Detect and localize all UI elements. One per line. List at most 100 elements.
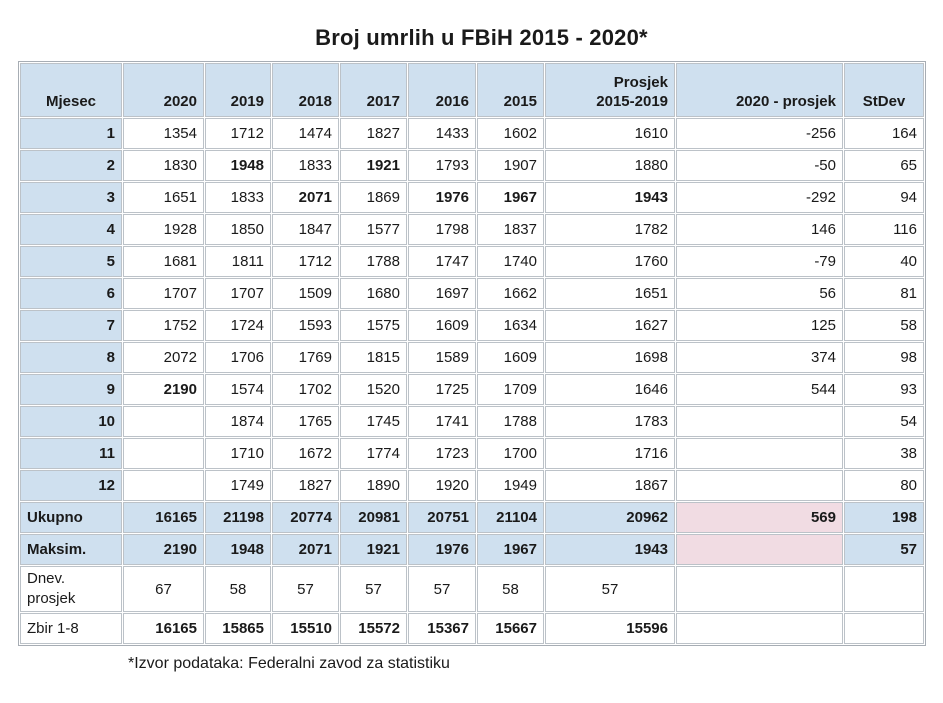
table-row-11: 11 1710 1672 1774 1723 1700 1716 38 (20, 438, 924, 469)
cell-2020-prosjek-ukupno: 569 (676, 502, 843, 533)
cell-2020-prosjek-2: -50 (676, 150, 843, 181)
table-row-7: 7 1752 1724 1593 1575 1609 1634 1627 125 58 (20, 310, 924, 341)
table-row-3: 3 1651 1833 2071 1869 1976 1967 1943 -292 94 (20, 182, 924, 213)
cell-2019-ukupno: 21198 (205, 502, 271, 533)
col-header-2015: 2015 (477, 63, 544, 117)
cell-2019-9: 1574 (205, 374, 271, 405)
cell-2020-10 (123, 406, 204, 437)
cell-2018-maksim: 2071 (272, 534, 339, 565)
col-header-mjesec: Mjesec (20, 63, 122, 117)
cell-stdev-8: 98 (844, 342, 924, 373)
row-label: 3 (20, 182, 122, 213)
cell-2017-zbir-1-8: 15572 (340, 613, 407, 644)
row-label: 11 (20, 438, 122, 469)
cell-2020-prosjek-6: 56 (676, 278, 843, 309)
row-label: Dnev. prosjek (20, 566, 122, 612)
cell-2017-3: 1869 (340, 182, 407, 213)
table-row-9: 9 2190 1574 1702 1520 1725 1709 1646 544 93 (20, 374, 924, 405)
cell-2016-dnev-prosjek: 57 (408, 566, 476, 612)
cell-stdev-4: 116 (844, 214, 924, 245)
cell-stdev-11: 38 (844, 438, 924, 469)
cell-prosjek-2015-2019-zbir-1-8: 15596 (545, 613, 675, 644)
cell-stdev-9: 93 (844, 374, 924, 405)
row-label: 5 (20, 246, 122, 277)
cell-2019-7: 1724 (205, 310, 271, 341)
cell-2018-1: 1474 (272, 118, 339, 149)
cell-2017-10: 1745 (340, 406, 407, 437)
table-row-1: 1 1354 1712 1474 1827 1433 1602 1610 -256 164 (20, 118, 924, 149)
col-header-2018: 2018 (272, 63, 339, 117)
cell-2015-1: 1602 (477, 118, 544, 149)
cell-2015-7: 1634 (477, 310, 544, 341)
table-body: 1 1354 1712 1474 1827 1433 1602 1610 -256 164 2 183… (20, 118, 924, 644)
cell-stdev-3: 94 (844, 182, 924, 213)
cell-prosjek-2015-2019-dnev-prosjek: 57 (545, 566, 675, 612)
cell-2019-3: 1833 (205, 182, 271, 213)
cell-2015-2: 1907 (477, 150, 544, 181)
cell-2017-9: 1520 (340, 374, 407, 405)
source-footnote: *Izvor podataka: Federalni zavod za stat… (128, 655, 450, 672)
cell-prosjek-2015-2019-3: 1943 (545, 182, 675, 213)
cell-2019-12: 1749 (205, 470, 271, 501)
cell-2018-12: 1827 (272, 470, 339, 501)
cell-2015-4: 1837 (477, 214, 544, 245)
cell-stdev-dnev-prosjek (844, 566, 924, 612)
cell-2016-2: 1793 (408, 150, 476, 181)
cell-2017-maksim: 1921 (340, 534, 407, 565)
cell-2020-prosjek-dnev-prosjek (676, 566, 843, 612)
cell-2017-dnev-prosjek: 57 (340, 566, 407, 612)
cell-2019-5: 1811 (205, 246, 271, 277)
row-label: Zbir 1-8 (20, 613, 122, 644)
page-title: Broj umrlih u FBiH 2015 - 2020* (315, 25, 648, 50)
cell-prosjek-2015-2019-9: 1646 (545, 374, 675, 405)
cell-2019-1: 1712 (205, 118, 271, 149)
cell-2020-3: 1651 (123, 182, 204, 213)
cell-2018-10: 1765 (272, 406, 339, 437)
cell-stdev-10: 54 (844, 406, 924, 437)
cell-2019-6: 1707 (205, 278, 271, 309)
col-header-stdev: StDev (844, 63, 924, 117)
cell-2016-10: 1741 (408, 406, 476, 437)
cell-2016-9: 1725 (408, 374, 476, 405)
cell-2020-1: 1354 (123, 118, 204, 149)
col-header-2020-prosjek: 2020 - prosjek (676, 63, 843, 117)
cell-2018-zbir-1-8: 15510 (272, 613, 339, 644)
cell-2017-2: 1921 (340, 150, 407, 181)
cell-2015-5: 1740 (477, 246, 544, 277)
cell-2020-prosjek-3: -292 (676, 182, 843, 213)
row-label: Maksim. (20, 534, 122, 565)
cell-prosjek-2015-2019-8: 1698 (545, 342, 675, 373)
cell-2020-prosjek-12 (676, 470, 843, 501)
row-label: 9 (20, 374, 122, 405)
cell-2016-8: 1589 (408, 342, 476, 373)
cell-2019-10: 1874 (205, 406, 271, 437)
cell-2019-zbir-1-8: 15865 (205, 613, 271, 644)
cell-2017-1: 1827 (340, 118, 407, 149)
cell-prosjek-2015-2019-10: 1783 (545, 406, 675, 437)
cell-stdev-7: 58 (844, 310, 924, 341)
cell-2016-7: 1609 (408, 310, 476, 341)
cell-2020-dnev-prosjek: 67 (123, 566, 204, 612)
cell-2016-5: 1747 (408, 246, 476, 277)
cell-stdev-1: 164 (844, 118, 924, 149)
cell-prosjek-2015-2019-7: 1627 (545, 310, 675, 341)
cell-prosjek-2015-2019-2: 1880 (545, 150, 675, 181)
cell-2015-8: 1609 (477, 342, 544, 373)
cell-2015-maksim: 1967 (477, 534, 544, 565)
cell-2018-7: 1593 (272, 310, 339, 341)
cell-2015-11: 1700 (477, 438, 544, 469)
cell-2020-prosjek-4: 146 (676, 214, 843, 245)
table-header: Mjesec 2020 2019 2018 2017 2016 2015 Prosjek 20… (20, 63, 924, 117)
row-label: 2 (20, 150, 122, 181)
cell-prosjek-2015-2019-ukupno: 20962 (545, 502, 675, 533)
row-label: 6 (20, 278, 122, 309)
cell-2020-2: 1830 (123, 150, 204, 181)
cell-stdev-maksim: 57 (844, 534, 924, 565)
cell-2020-zbir-1-8: 16165 (123, 613, 204, 644)
cell-2016-ukupno: 20751 (408, 502, 476, 533)
cell-2016-3: 1976 (408, 182, 476, 213)
cell-2016-12: 1920 (408, 470, 476, 501)
table-row-8: 8 2072 1706 1769 1815 1589 1609 1698 374 98 (20, 342, 924, 373)
cell-2017-6: 1680 (340, 278, 407, 309)
cell-2015-dnev-prosjek: 58 (477, 566, 544, 612)
